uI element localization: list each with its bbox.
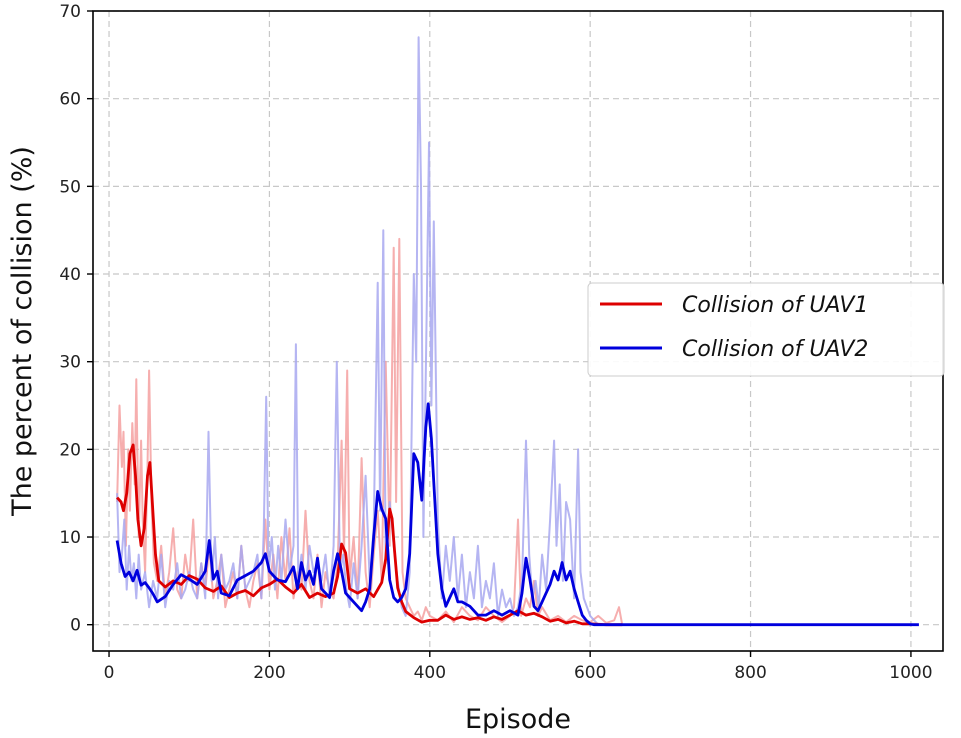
y-tick-label: 60 <box>59 90 81 110</box>
y-tick-label: 70 <box>59 2 81 22</box>
x-axis-title: Episode <box>465 704 571 735</box>
smooth-line-uav2 <box>115 402 919 627</box>
legend: Collision of UAV1 Collision of UAV2 <box>587 282 945 377</box>
y-tick-label: 40 <box>59 265 81 285</box>
x-tick-label: 1000 <box>889 663 932 683</box>
y-tick-label: 50 <box>59 177 81 197</box>
legend-label-uav2: Collision of UAV2 <box>682 337 868 362</box>
y-tick-label: 20 <box>59 440 81 460</box>
legend-box <box>587 282 945 377</box>
x-tick-label: 0 <box>104 663 115 683</box>
x-tick-label: 400 <box>414 663 446 683</box>
x-tick-label: 200 <box>253 663 285 683</box>
smooth-series-group <box>115 402 919 627</box>
x-tick-label: 800 <box>734 663 766 683</box>
y-tick-label: 0 <box>70 616 81 636</box>
legend-label-uav1: Collision of UAV1 <box>682 293 868 318</box>
raw-line-uav2 <box>116 36 599 626</box>
y-tick-label: 30 <box>59 353 81 373</box>
x-axis-ticks: 0 200 400 600 800 1000 <box>104 651 933 683</box>
smooth-line-uav1 <box>116 443 623 627</box>
y-axis-title: The percent of collision (%) <box>7 146 38 517</box>
y-axis-ticks: 0 10 20 30 40 50 60 70 <box>59 2 93 636</box>
y-tick-label: 10 <box>59 528 81 548</box>
x-tick-label: 600 <box>574 663 606 683</box>
